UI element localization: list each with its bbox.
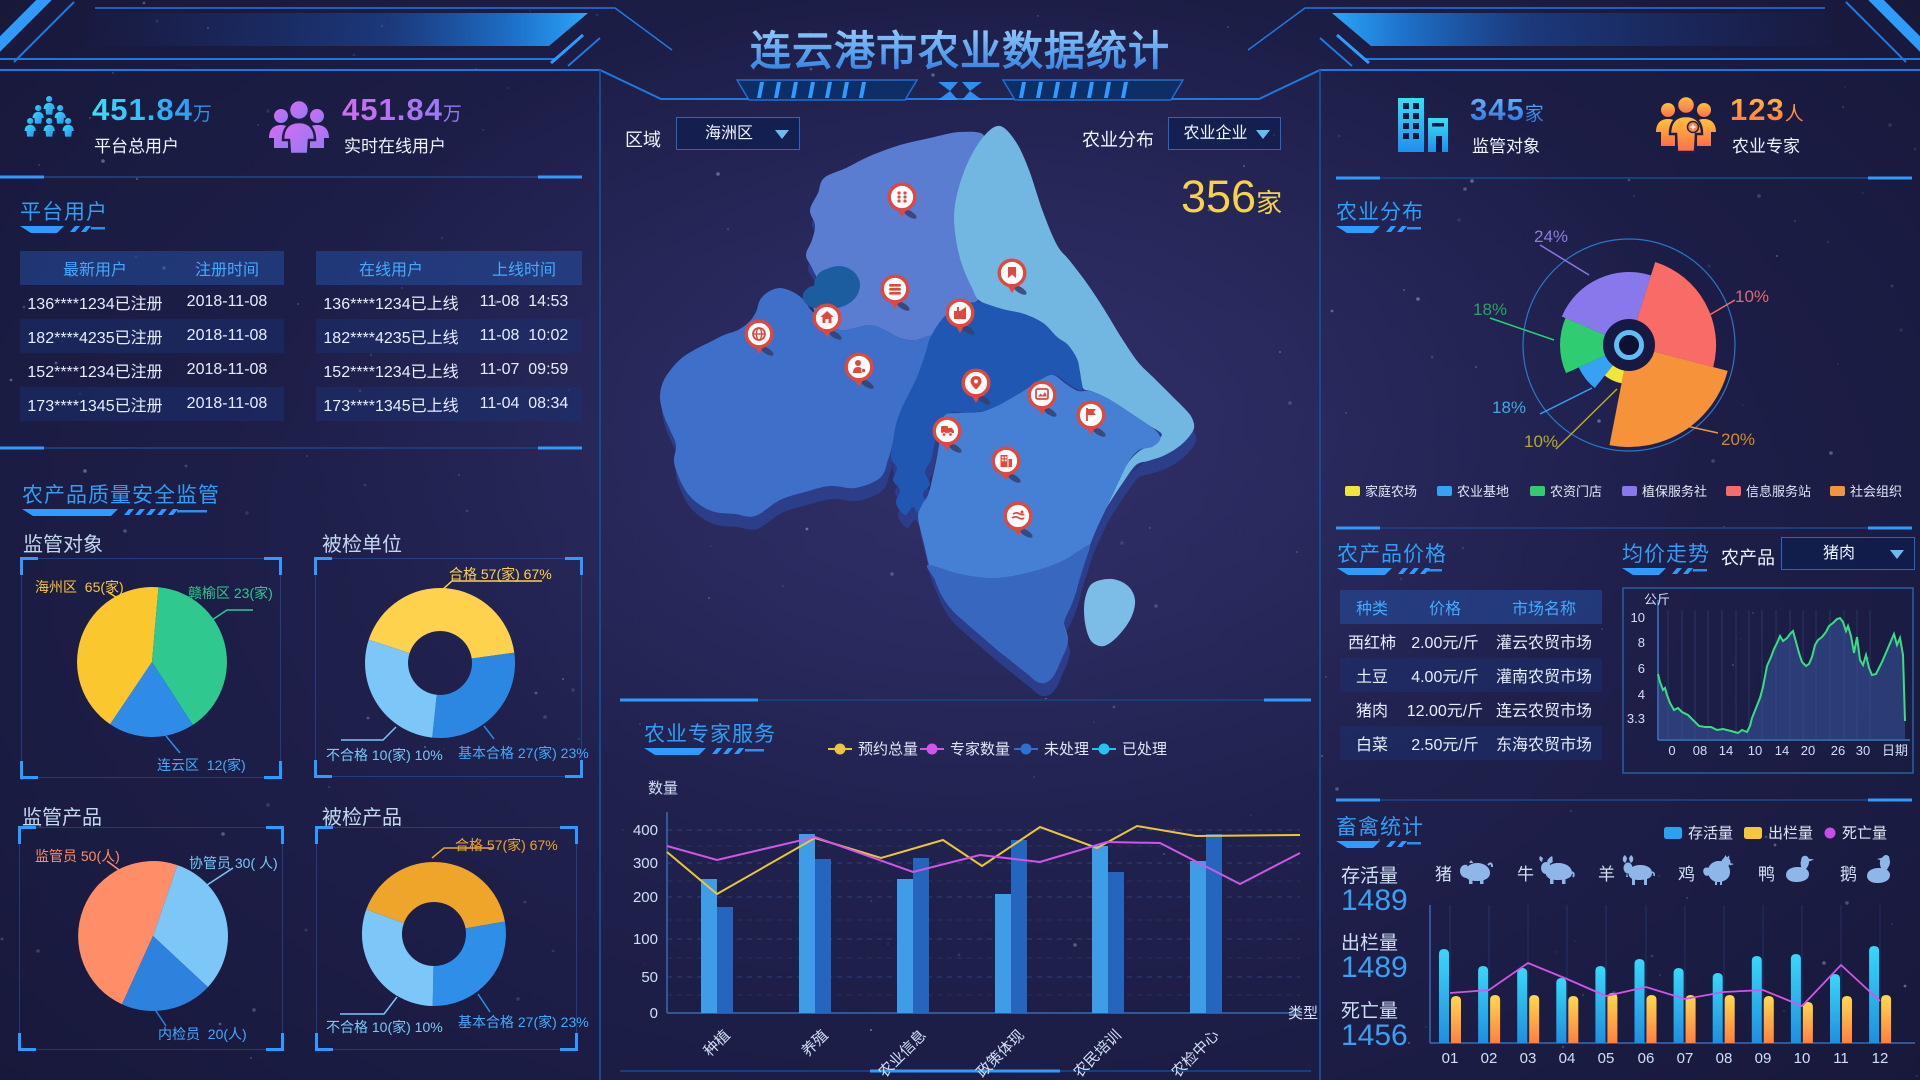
svg-text:26: 26 [1831,743,1845,758]
svg-text:02: 02 [1481,1050,1498,1067]
svg-text:200: 200 [633,889,658,906]
svg-text:08: 08 [1716,1050,1733,1067]
svg-text:数量: 数量 [648,780,678,797]
svg-text:14: 14 [1719,743,1733,758]
svg-text:20: 20 [1801,743,1815,758]
svg-text:类型: 类型 [1288,1005,1318,1022]
svg-text:30: 30 [1856,743,1870,758]
svg-text:12: 12 [1872,1050,1889,1067]
svg-text:8: 8 [1638,635,1645,650]
svg-text:农业信息: 农业信息 [875,1027,929,1080]
svg-text:10: 10 [1748,743,1762,758]
svg-text:100: 100 [633,931,658,948]
svg-text:公斤: 公斤 [1644,592,1670,607]
svg-text:01: 01 [1442,1050,1459,1067]
svg-text:4: 4 [1638,687,1645,702]
svg-text:400: 400 [633,822,658,839]
svg-text:政策体现: 政策体现 [973,1027,1027,1080]
svg-text:养殖: 养殖 [799,1027,832,1060]
svg-text:3.3: 3.3 [1627,711,1645,726]
svg-text:0: 0 [650,1005,658,1022]
svg-text:农民培训: 农民培训 [1070,1027,1124,1080]
svg-text:09: 09 [1755,1050,1772,1067]
svg-text:10: 10 [1631,610,1645,625]
svg-text:04: 04 [1559,1050,1576,1067]
svg-text:50: 50 [641,969,658,986]
svg-text:6: 6 [1638,661,1645,676]
svg-text:07: 07 [1677,1050,1694,1067]
svg-text:农检中心: 农检中心 [1168,1027,1222,1080]
svg-text:300: 300 [633,855,658,872]
svg-text:种植: 种植 [701,1027,734,1060]
svg-text:0: 0 [1668,743,1675,758]
svg-text:14: 14 [1775,743,1789,758]
svg-text:10: 10 [1794,1050,1811,1067]
svg-text:03: 03 [1520,1050,1537,1067]
svg-text:11: 11 [1833,1050,1849,1067]
svg-text:06: 06 [1638,1050,1655,1067]
svg-text:05: 05 [1598,1050,1615,1067]
svg-text:08: 08 [1693,743,1707,758]
svg-text:日期: 日期 [1882,743,1908,758]
